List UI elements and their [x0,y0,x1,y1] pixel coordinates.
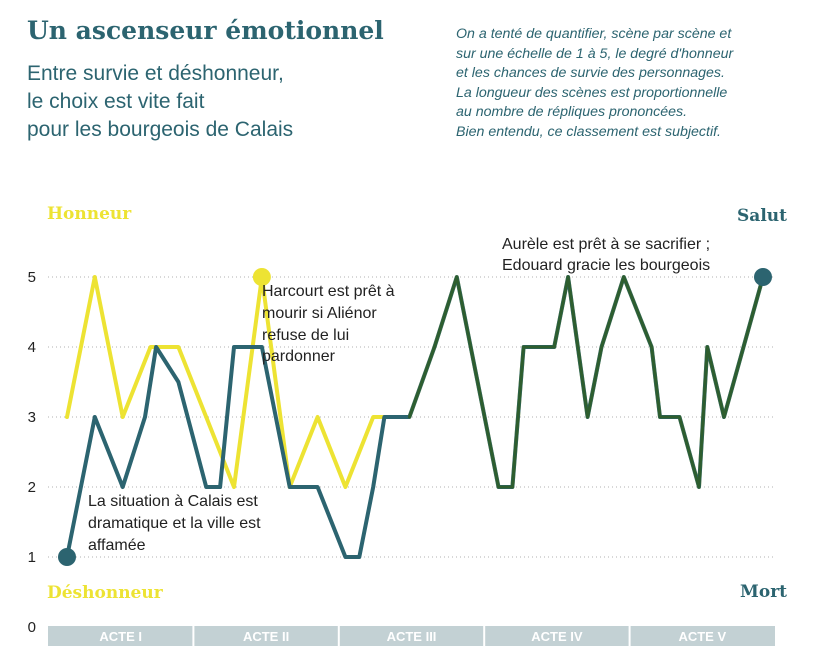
y-tick-label: 2 [28,479,36,496]
act-label: ACTE IV [531,629,583,644]
overlap-segment [510,345,526,489]
y-tick-label: 1 [28,549,36,566]
act-label: ACTE V [678,629,726,644]
overlap-segment [552,275,570,349]
y-tick-labels: 0 1 2 3 4 5 [28,269,36,636]
annotations: La situation à Calais est dramatique et … [88,236,715,554]
annotation-line: Aurèle est prêt à se sacrifier ; [502,236,710,253]
note-line: La longueur des scènes est proportionnel… [456,84,728,101]
annotation-line: dramatique et la ville est [88,515,261,532]
annotation-harcourt: Harcourt est prêt à mourir si Aliénor re… [262,283,399,365]
axis-labels: Honneur Déshonneur Salut Mort [47,204,787,603]
chart-subtitle: Entre survie et déshonneur, le choix est… [27,60,293,144]
overlap-segment [586,345,604,419]
mort-label: Mort [740,582,787,602]
acts-bar-background [48,626,775,646]
act-label: ACTE III [387,629,437,644]
annotation-aurele: Aurèle est prêt à se sacrifier ; Edouard… [502,236,715,274]
annotation-line: mourir si Aliénor [262,305,377,322]
annotation-situation: La situation à Calais est dramatique et … [88,493,265,554]
subtitle-line: Entre survie et déshonneur, [27,62,284,85]
overlap-segment [407,345,436,419]
overlap-segment [722,345,746,419]
overlap-segment [697,345,709,489]
series-lines [58,268,772,566]
salut-label: Salut [737,206,787,226]
acts-bar: ACTE I ACTE II ACTE III ACTE IV ACTE V [48,626,775,646]
series-line-honneur [65,275,765,489]
note-line: sur une échelle de 1 à 5, le degré d'hon… [456,45,734,62]
marker-end [754,268,772,286]
annotation-line: affamée [88,537,146,554]
y-tick-label: 0 [28,619,36,636]
overlap-segment [622,275,654,349]
y-tick-label: 4 [28,339,36,356]
y-tick-label: 3 [28,409,36,426]
overlap-segment [677,415,701,489]
act-label: ACTE I [99,629,142,644]
overlap-segment [650,345,662,419]
deshonneur-label: Déshonneur [47,583,164,603]
overlap-segment [483,415,501,489]
annotation-line: refuse de lui [262,327,349,344]
overlap-segment [742,275,765,349]
overlap-segment [600,275,626,349]
method-note: On a tenté de quantifier, scène par scèn… [456,25,801,142]
note-line: On a tenté de quantifier, scène par scèn… [456,26,732,42]
annotation-line: Edouard gracie les bourgeois [502,257,710,274]
subtitle-line: le choix est vite fait [27,90,205,113]
annotation-line: pardonner [262,348,336,365]
overlap-segment [455,275,487,419]
overlap-segment [705,345,726,419]
note-line: Bien entendu, ce classement est subjecti… [456,123,721,140]
note-line: et les chances de survie des personnages… [456,65,725,81]
act-label: ACTE II [243,629,289,644]
annotation-line: La situation à Calais est [88,493,258,510]
annotation-line: Harcourt est prêt à [262,283,395,300]
marker-start [58,548,76,566]
y-tick-label: 5 [28,269,36,286]
honneur-label: Honneur [47,204,132,224]
marker-harcourt [252,268,271,286]
chart-title: Un ascenseur émotionnel [27,16,384,45]
overlap-segment [432,275,459,349]
note-line: au nombre de répliques prononcées. [456,104,688,120]
subtitle-line: pour les bourgeois de Calais [27,118,294,141]
overlap-segment [566,275,590,419]
